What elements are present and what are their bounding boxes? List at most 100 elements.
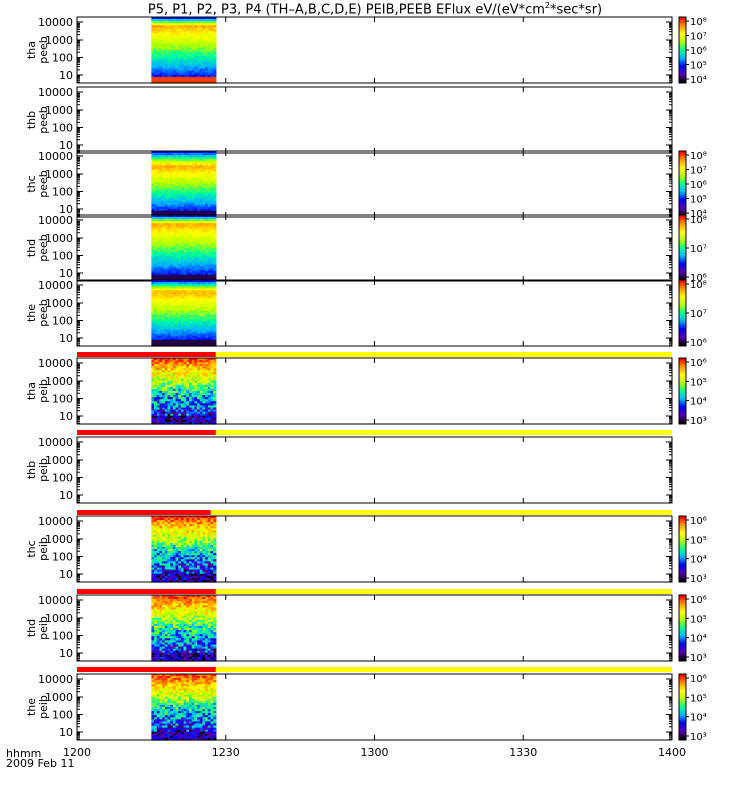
spectrogram-cell bbox=[180, 300, 185, 304]
spectrogram-cell bbox=[205, 177, 209, 181]
spectrogram-cell bbox=[167, 159, 171, 162]
colorbar-cell bbox=[679, 200, 686, 203]
colorbar-cell bbox=[679, 53, 686, 56]
spectrogram-cell bbox=[194, 202, 198, 206]
colorbar-cell bbox=[679, 402, 686, 405]
spectrogram-cell bbox=[180, 221, 185, 224]
spectrogram-cell bbox=[213, 231, 217, 235]
spectrogram-cell bbox=[175, 315, 179, 318]
colorbar-label: 10⁵ bbox=[690, 61, 707, 72]
colorbar-cell bbox=[679, 78, 686, 81]
spectrogram-cell bbox=[210, 380, 214, 384]
spectrogram-cell bbox=[178, 329, 182, 333]
spectrogram-cell bbox=[180, 208, 185, 212]
spectrogram-cell bbox=[210, 206, 214, 210]
colorbar-cell bbox=[679, 79, 686, 82]
spectrogram-cell bbox=[210, 179, 214, 183]
spectrogram-cell bbox=[175, 325, 179, 329]
spectrogram-cell bbox=[213, 66, 217, 70]
spectrogram-cell bbox=[213, 372, 217, 376]
spectrogram-cell bbox=[156, 310, 161, 314]
spectrogram-cell bbox=[178, 196, 182, 200]
spectrogram-cell bbox=[180, 256, 185, 259]
spectrogram-cell bbox=[183, 304, 187, 308]
spectrogram-cell bbox=[199, 25, 204, 28]
colorbar-cell bbox=[679, 336, 686, 339]
spectrogram-cell bbox=[186, 308, 190, 312]
spectrogram-cell bbox=[167, 300, 171, 304]
spectrogram-cell bbox=[194, 188, 198, 191]
spectrogram-cell bbox=[183, 235, 187, 239]
spectrogram-cell bbox=[172, 221, 177, 224]
spectrogram-cell bbox=[167, 343, 171, 347]
spectrogram-cell bbox=[213, 327, 217, 331]
spectrogram-cell bbox=[151, 33, 155, 37]
spectrogram-cell bbox=[180, 325, 185, 329]
spectrogram-cell bbox=[172, 520, 177, 523]
spectrogram-cell bbox=[167, 270, 171, 274]
spectrogram-cell bbox=[172, 335, 177, 339]
spectrogram-cell bbox=[154, 520, 158, 523]
spectrogram-cell bbox=[205, 280, 209, 283]
spectrogram-cell bbox=[159, 270, 163, 274]
spectrogram-cell bbox=[207, 151, 212, 154]
spectrogram-cell bbox=[194, 374, 198, 378]
spectrogram-cell bbox=[205, 17, 209, 20]
spectrogram-cell bbox=[167, 262, 171, 266]
spectrogram-cell bbox=[162, 335, 166, 339]
spectrogram-cell bbox=[191, 190, 195, 193]
spectrogram-cell bbox=[180, 268, 185, 272]
spectrogram-cell bbox=[159, 274, 163, 278]
spectrogram-cell bbox=[194, 528, 198, 532]
colorbar-cell bbox=[679, 151, 686, 154]
spectrogram-cell bbox=[202, 161, 206, 164]
spectrogram-cell bbox=[151, 403, 155, 407]
colorbar-cell bbox=[679, 159, 686, 162]
spectrogram-cell bbox=[170, 23, 174, 26]
spectrogram-cell bbox=[159, 243, 163, 247]
spectrogram-cell bbox=[207, 280, 212, 283]
spectrogram-cell bbox=[180, 169, 185, 173]
spectrogram-cell bbox=[205, 62, 209, 66]
spectrogram-cell bbox=[164, 215, 169, 218]
spectrogram-cell bbox=[154, 243, 158, 247]
spectrogram-cell bbox=[188, 411, 193, 415]
spectrogram-cell bbox=[170, 153, 174, 156]
spectrogram-cell bbox=[156, 260, 161, 264]
spectrogram-cell bbox=[180, 21, 185, 24]
spectrogram-cell bbox=[183, 530, 187, 534]
colorbar-cell bbox=[679, 415, 686, 418]
spectrogram-cell bbox=[183, 241, 187, 245]
spectrogram-cell bbox=[194, 212, 198, 216]
spectrogram-cell bbox=[164, 155, 169, 158]
spectrogram-cell bbox=[159, 327, 163, 331]
spectrogram-cell bbox=[191, 411, 195, 415]
spectrogram-cell bbox=[164, 248, 169, 251]
spectrogram-cell bbox=[205, 276, 209, 280]
spectrogram-cell bbox=[194, 72, 198, 76]
spectrogram-cell bbox=[151, 298, 155, 302]
spectrogram-cell bbox=[202, 76, 206, 80]
spectrogram-cell bbox=[183, 66, 187, 70]
y-tick-label: 10 bbox=[59, 69, 73, 82]
spectrogram-cell bbox=[154, 29, 158, 33]
spectrogram-cell bbox=[151, 323, 155, 326]
spectrogram-cell bbox=[172, 215, 177, 218]
spectrogram-cell bbox=[170, 50, 174, 53]
spectrogram-cell bbox=[207, 540, 212, 544]
spectrogram-cell bbox=[164, 264, 169, 268]
spectrogram-cell bbox=[164, 179, 169, 183]
spectrogram-cell bbox=[191, 366, 195, 369]
spectrogram-cell bbox=[207, 233, 212, 237]
spectrogram-cell bbox=[207, 300, 212, 304]
spectrogram-cell bbox=[178, 368, 182, 371]
spectrogram-cell bbox=[197, 292, 201, 296]
spectrogram-cell bbox=[167, 54, 171, 57]
spectrogram-cell bbox=[156, 165, 161, 169]
spectrogram-cell bbox=[156, 239, 161, 243]
spectrogram-cell bbox=[151, 407, 155, 411]
spectrogram-cell bbox=[164, 167, 169, 171]
spectrogram-cell bbox=[154, 272, 158, 276]
spectrogram-cell bbox=[202, 378, 206, 382]
spectrogram-cell bbox=[162, 300, 166, 304]
